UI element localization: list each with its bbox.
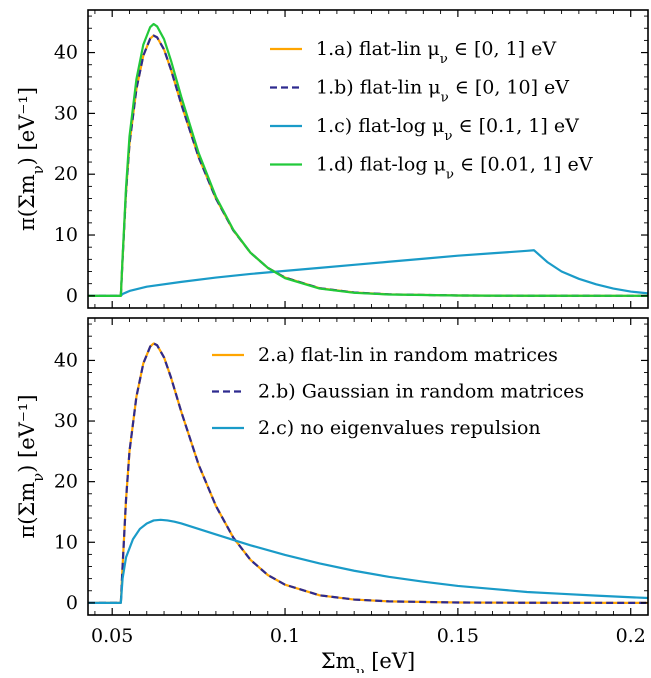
series-line-2-3 xyxy=(88,518,648,604)
x-tick-label: 0.1 xyxy=(270,625,300,647)
y-axis-label: π(Σmν) [eV⁻¹] xyxy=(15,394,47,538)
x-axis-label: Σmν [eV] xyxy=(321,649,415,673)
x-tick-label: 0.05 xyxy=(91,625,133,647)
legend-label: 1.a) flat-lin μν ∈ [0, 1] eV xyxy=(316,38,556,67)
series-group xyxy=(88,342,648,604)
y-tick-label: 40 xyxy=(54,349,78,371)
y-tick-label: 30 xyxy=(54,102,78,124)
panel-1: 0 10 20 30 40 π(Σmν) [eV⁻¹] 1.a) flat-lin μν ∈… xyxy=(15,9,649,309)
series-line-1-4 xyxy=(88,22,648,297)
axes-frame xyxy=(87,9,649,309)
series-line-2-2 xyxy=(88,342,648,604)
legend-label: 2.b) Gaussian in random matrices xyxy=(258,381,584,403)
y-tick-label: 30 xyxy=(54,410,78,432)
y-tick-label: 10 xyxy=(54,224,78,246)
legend-label: 1.c) flat-log μν ∈ [0.1, 1] eV xyxy=(316,115,579,144)
panel-2: 0 10 20 30 40 0.05 0.1 0.15 0.2 π(Σmν) [eV⁻¹] Σmν … xyxy=(15,317,649,678)
y-tick-label: 20 xyxy=(54,163,78,185)
legend-label: 2.c) no eigenvalues repulsion xyxy=(258,417,541,439)
x-tick-label: 0.2 xyxy=(616,625,646,647)
y-tick-label: 0 xyxy=(66,592,78,614)
y-tick-label: 0 xyxy=(66,285,78,307)
legend-label: 2.a) flat-lin in random matrices xyxy=(258,344,558,366)
y-tick-label: 20 xyxy=(54,471,78,493)
axes-frame xyxy=(87,317,649,616)
y-axis-label: π(Σmν) [eV⁻¹] xyxy=(15,87,47,231)
legend-label: 1.b) flat-lin μν ∈ [0, 10] eV xyxy=(316,77,569,106)
legend: 1.a) flat-lin μν ∈ [0, 1] eV 1.b) flat-li… xyxy=(270,38,593,182)
y-tick-label: 10 xyxy=(54,531,78,553)
legend: 2.a) flat-lin in random matrices 2.b) Gau… xyxy=(212,344,584,439)
x-tick-label: 0.15 xyxy=(437,625,479,647)
legend-label: 1.d) flat-log μν ∈ [0.01, 1] eV xyxy=(316,154,593,183)
series-group xyxy=(88,22,648,297)
y-tick-label: 40 xyxy=(54,42,78,64)
series-line-1-3 xyxy=(88,249,648,297)
